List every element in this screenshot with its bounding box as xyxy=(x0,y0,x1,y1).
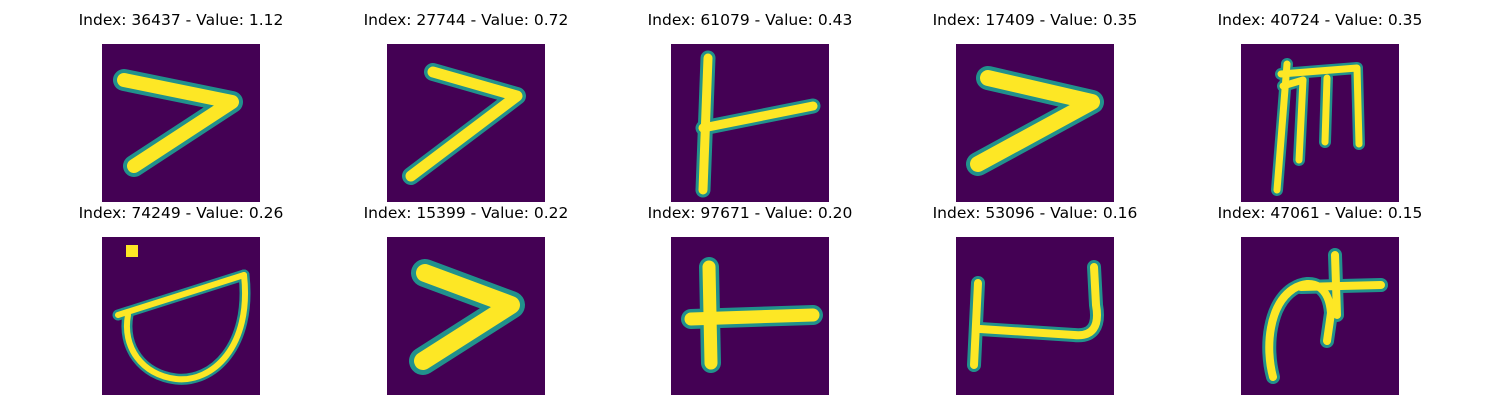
panel-8: Index: 97671 - Value: 0.20 xyxy=(630,203,870,395)
panel-title: Index: 17409 - Value: 0.35 xyxy=(932,11,1138,29)
panel-2: Index: 27744 - Value: 0.72 xyxy=(346,10,586,202)
panel-title: Index: 61079 - Value: 0.43 xyxy=(647,11,853,29)
panel-title: Index: 53096 - Value: 0.16 xyxy=(932,204,1138,222)
handwritten-glyph-image xyxy=(102,237,260,395)
panel-title: Index: 27744 - Value: 0.72 xyxy=(363,11,569,29)
panel-5: Index: 40724 - Value: 0.35 xyxy=(1200,10,1440,202)
panel-title: Index: 15399 - Value: 0.22 xyxy=(363,204,569,222)
handwritten-glyph-image xyxy=(956,44,1114,202)
panel-title: Index: 97671 - Value: 0.20 xyxy=(647,204,853,222)
panel-9: Index: 53096 - Value: 0.16 xyxy=(915,203,1155,395)
panel-title: Index: 47061 - Value: 0.15 xyxy=(1217,204,1423,222)
handwritten-glyph-image xyxy=(956,237,1114,395)
handwritten-glyph-image xyxy=(671,44,829,202)
handwritten-glyph-image xyxy=(387,237,545,395)
panel-3: Index: 61079 - Value: 0.43 xyxy=(630,10,870,202)
panel-title: Index: 74249 - Value: 0.26 xyxy=(78,204,284,222)
handwritten-glyph-image xyxy=(1241,237,1399,395)
panel-6: Index: 74249 - Value: 0.26 xyxy=(61,203,301,395)
panel-10: Index: 47061 - Value: 0.15 xyxy=(1200,203,1440,395)
handwritten-glyph-image xyxy=(102,44,260,202)
panel-title: Index: 36437 - Value: 1.12 xyxy=(78,11,284,29)
panel-title: Index: 40724 - Value: 0.35 xyxy=(1217,11,1423,29)
handwritten-glyph-image xyxy=(1241,44,1399,202)
handwritten-glyph-image xyxy=(671,237,829,395)
panel-7: Index: 15399 - Value: 0.22 xyxy=(346,203,586,395)
panel-4: Index: 17409 - Value: 0.35 xyxy=(915,10,1155,202)
handwritten-glyph-image xyxy=(387,44,545,202)
panel-1: Index: 36437 - Value: 1.12 xyxy=(61,10,301,202)
